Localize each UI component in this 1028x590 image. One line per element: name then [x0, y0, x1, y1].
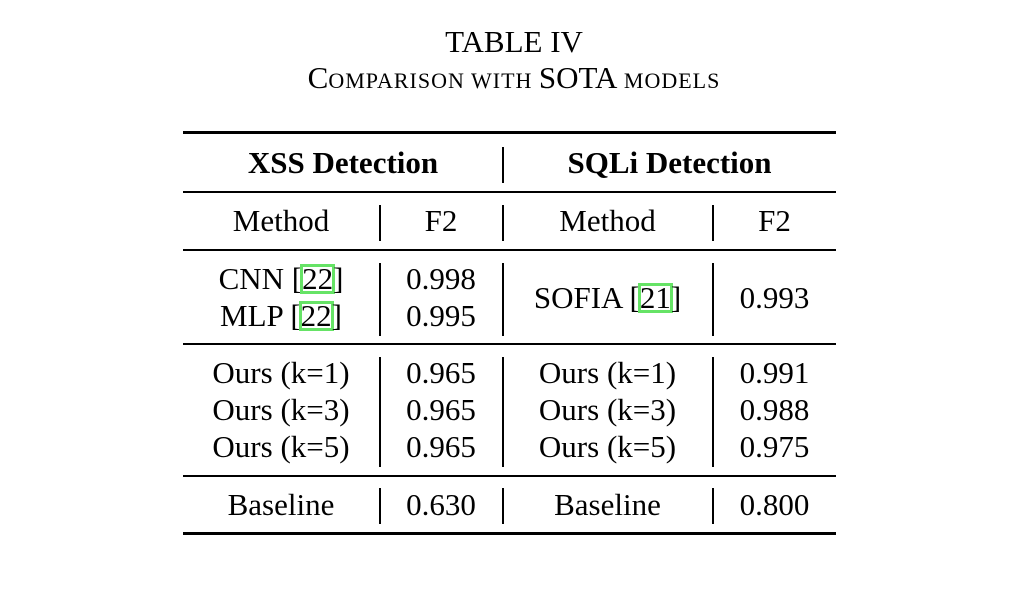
table-row-ours-xss-f2: 0.965 — [406, 429, 476, 464]
table-row-ours-sqli-f2: 0.988 — [739, 392, 810, 427]
table-row-ours-sqli-f2: 0.991 — [739, 355, 810, 390]
table-row-sofia-f2: 0.993 — [739, 280, 810, 315]
vrule — [502, 488, 504, 524]
table-row-ours-sqli-method: Ours (k=1) — [538, 355, 677, 390]
vrule — [379, 205, 381, 241]
table-row-cnn-method: CNN [22] — [218, 261, 344, 296]
table-row-sofia-method: SOFIA [21] — [533, 280, 682, 315]
title-sota: SOTA — [538, 60, 618, 95]
vrule — [712, 357, 714, 467]
vrule — [379, 488, 381, 524]
citation-link[interactable]: 22 — [298, 298, 334, 333]
title-omparison: OMPARISON WITH — [328, 68, 539, 93]
vrule — [502, 263, 504, 336]
xss-method-header: Method — [232, 203, 330, 238]
sqli-f2-header: F2 — [758, 203, 791, 238]
sota-rule — [183, 343, 836, 345]
table-row-ours-sqli-method: Ours (k=3) — [538, 392, 677, 427]
table-title: COMPARISON WITH SOTA MODELS — [0, 60, 1028, 99]
vrule — [502, 357, 504, 467]
top-rule — [183, 131, 836, 134]
table-row-baseline-xss-method: Baseline — [227, 487, 335, 522]
vrule — [712, 205, 714, 241]
citation-link[interactable]: 22 — [300, 261, 336, 296]
table-row-baseline-xss-f2: 0.630 — [406, 487, 476, 522]
table-row-ours-xss-method: Ours (k=3) — [212, 392, 350, 427]
citation-link[interactable]: 21 — [637, 280, 673, 315]
title-c: C — [307, 60, 329, 95]
vrule — [502, 205, 504, 241]
subheader-rule — [183, 249, 836, 251]
xss-f2-header: F2 — [424, 203, 458, 238]
table-row-ours-xss-method: Ours (k=1) — [212, 355, 350, 390]
header-rule — [183, 191, 836, 193]
vrule — [502, 147, 504, 183]
table-row-ours-sqli-method: Ours (k=5) — [538, 429, 677, 464]
vrule — [379, 357, 381, 467]
table-row-mlp-method: MLP [22] — [220, 298, 342, 333]
table-row-ours-xss-f2: 0.965 — [406, 392, 476, 427]
table-row-baseline-sqli-f2: 0.800 — [739, 487, 810, 522]
table-row-mlp-f2: 0.995 — [406, 298, 476, 333]
table-row-ours-xss-method: Ours (k=5) — [212, 429, 350, 464]
table-row-ours-sqli-f2: 0.975 — [739, 429, 810, 464]
table-row-ours-xss-f2: 0.965 — [406, 355, 476, 390]
vrule — [712, 488, 714, 524]
sqli-header: SQLi Detection — [567, 145, 772, 180]
table-number: TABLE IV — [445, 24, 583, 59]
bottom-rule — [183, 532, 836, 535]
xss-header: XSS Detection — [247, 145, 439, 180]
table-row-baseline-sqli-method: Baseline — [554, 487, 661, 522]
vrule — [379, 263, 381, 336]
title-models: MODELS — [617, 68, 721, 93]
ours-rule — [183, 475, 836, 477]
table-row-cnn-f2: 0.998 — [406, 261, 476, 296]
vrule — [712, 263, 714, 336]
sqli-method-header: Method — [559, 203, 656, 238]
